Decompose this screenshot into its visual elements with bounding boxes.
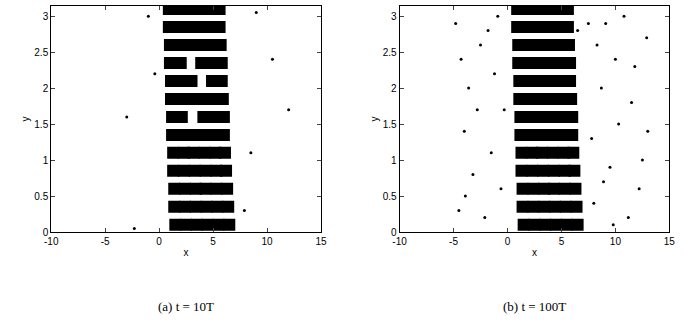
svg-text:2: 2: [391, 83, 397, 94]
svg-text:2.5: 2.5: [383, 47, 397, 58]
svg-text:-10: -10: [392, 236, 407, 247]
svg-text:1.5: 1.5: [383, 119, 397, 130]
svg-text:x: x: [184, 247, 189, 258]
svg-text:2: 2: [43, 83, 49, 94]
svg-text:0.5: 0.5: [383, 191, 397, 202]
svg-text:0: 0: [505, 236, 511, 247]
svg-text:1.5: 1.5: [34, 119, 48, 130]
svg-text:15: 15: [315, 236, 327, 247]
svg-text:5: 5: [210, 236, 216, 247]
svg-text:0: 0: [391, 227, 397, 238]
svg-text:-10: -10: [44, 236, 59, 247]
svg-text:3: 3: [43, 11, 49, 22]
svg-text:2.5: 2.5: [34, 47, 48, 58]
svg-text:15: 15: [664, 236, 676, 247]
svg-text:10: 10: [610, 236, 622, 247]
svg-text:0: 0: [43, 227, 49, 238]
svg-text:10: 10: [261, 236, 273, 247]
svg-text:y: y: [20, 117, 31, 122]
svg-text:-5: -5: [449, 236, 458, 247]
svg-text:y: y: [369, 117, 380, 122]
svg-text:1: 1: [43, 155, 49, 166]
svg-text:3: 3: [391, 11, 397, 22]
svg-text:5: 5: [559, 236, 565, 247]
svg-text:0.5: 0.5: [34, 191, 48, 202]
svg-text:x: x: [532, 247, 537, 258]
svg-text:(a) t = 10T: (a) t = 10T: [158, 299, 214, 314]
svg-text:-5: -5: [101, 236, 110, 247]
svg-text:1: 1: [391, 155, 397, 166]
svg-text:0: 0: [156, 236, 162, 247]
svg-text:(b) t = 100T: (b) t = 100T: [503, 299, 566, 314]
